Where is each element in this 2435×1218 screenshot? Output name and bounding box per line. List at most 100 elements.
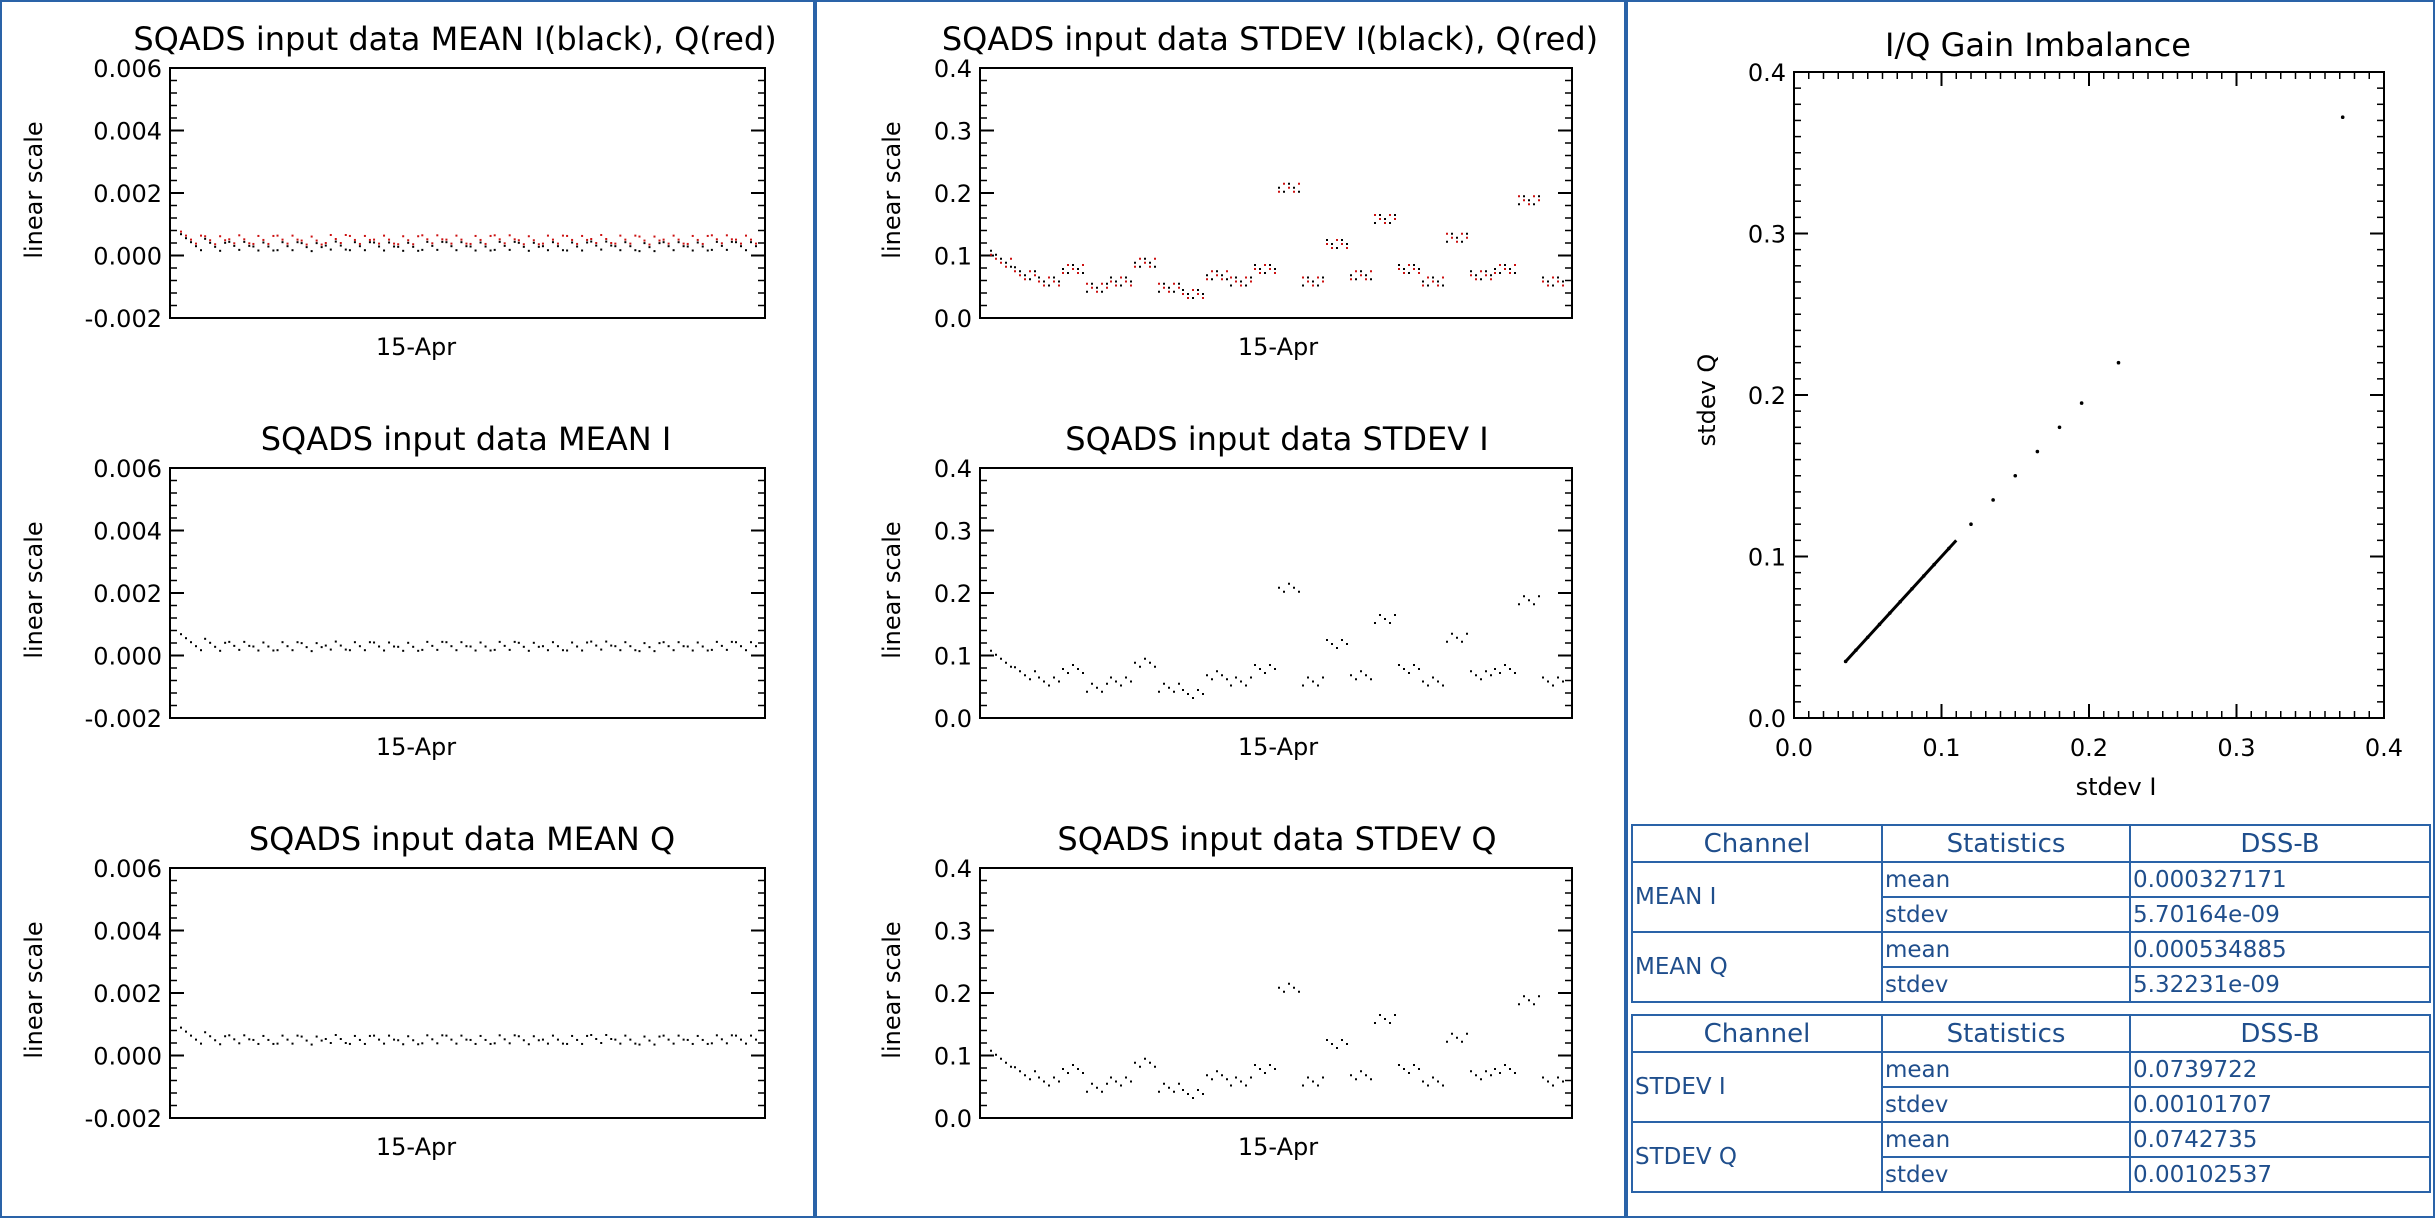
data-point xyxy=(1101,690,1103,693)
data-point xyxy=(353,1034,356,1037)
data-point xyxy=(1518,203,1520,206)
data-point xyxy=(339,242,342,244)
data-point xyxy=(348,234,351,237)
chart-mean-i: SQADS input data MEAN I linear scale 15-… xyxy=(20,420,766,761)
data-point xyxy=(1197,289,1199,291)
data-point xyxy=(1014,666,1016,669)
value-cell: 0.0742735 xyxy=(2129,1121,2431,1158)
data-point xyxy=(576,1038,579,1041)
data-point xyxy=(1336,247,1338,249)
data-point xyxy=(513,240,516,243)
data-point xyxy=(498,640,501,643)
data-point xyxy=(1475,274,1477,277)
data-point xyxy=(1144,261,1146,264)
y-tick-label: 0.004 xyxy=(93,118,162,146)
data-point xyxy=(1509,272,1511,274)
data-point xyxy=(532,1035,535,1038)
data-point xyxy=(1206,274,1208,277)
channel-cell: STDEV Q xyxy=(1631,1121,1883,1193)
data-point xyxy=(517,641,520,644)
data-point xyxy=(1067,1072,1069,1074)
y-tick-label: 0.1 xyxy=(934,243,972,271)
data-point xyxy=(1418,268,1420,270)
data-point xyxy=(248,242,251,245)
data-point xyxy=(1130,280,1132,283)
data-point xyxy=(1331,247,1333,249)
data-point xyxy=(648,246,651,249)
data-point xyxy=(1202,293,1204,295)
data-point xyxy=(1302,1084,1304,1087)
data-point xyxy=(1139,257,1141,260)
data-point xyxy=(1005,265,1007,268)
data-point xyxy=(1480,278,1482,281)
y-tick-label: -0.002 xyxy=(85,1105,162,1133)
data-point xyxy=(412,1039,415,1042)
stats-table-stdev: Channel Statistics DSS-B STDEV I mean 0.… xyxy=(1631,1014,2431,1193)
data-point xyxy=(1134,261,1136,264)
value-cell: 5.70164e-09 xyxy=(2129,896,2431,933)
data-point xyxy=(662,241,665,244)
data-point xyxy=(624,238,627,241)
data-point xyxy=(1120,276,1122,279)
data-point xyxy=(1336,1047,1338,1049)
data-point xyxy=(1317,684,1319,687)
data-point xyxy=(1370,678,1372,681)
data-cluster xyxy=(1844,539,1958,663)
chart-ylabel: linear scale xyxy=(20,921,48,1058)
data-point xyxy=(610,1038,613,1040)
data-point xyxy=(1552,1084,1554,1087)
data-point xyxy=(677,238,680,241)
data-point xyxy=(1302,684,1304,687)
data-point xyxy=(1226,270,1228,273)
data-point xyxy=(1091,1082,1093,1085)
data-point xyxy=(745,1042,747,1045)
data-point xyxy=(185,237,187,240)
data-point xyxy=(296,241,299,244)
data-point xyxy=(619,249,622,252)
data-point xyxy=(393,242,396,245)
data-point xyxy=(556,645,559,648)
data-point xyxy=(195,242,197,245)
data-point xyxy=(195,1038,197,1041)
data-point xyxy=(624,241,627,244)
data-point xyxy=(581,649,584,652)
data-point xyxy=(1494,268,1496,270)
data-point xyxy=(1096,286,1098,289)
plot-frame xyxy=(169,467,766,719)
data-point xyxy=(1422,1080,1424,1083)
data-point xyxy=(1403,668,1405,670)
data-point xyxy=(537,1039,540,1042)
data-point xyxy=(291,249,294,252)
data-point xyxy=(1288,182,1290,185)
data-point xyxy=(1197,1089,1199,1091)
y-tick-label: 0.3 xyxy=(934,118,972,146)
data-point xyxy=(252,242,255,245)
data-point xyxy=(1350,1074,1352,1077)
data-point xyxy=(1269,664,1271,666)
data-point xyxy=(305,246,308,249)
data-point xyxy=(1475,674,1477,677)
data-point xyxy=(1245,284,1247,287)
data-point xyxy=(740,245,742,248)
data-point xyxy=(720,244,723,247)
data-point xyxy=(1024,674,1026,677)
data-point xyxy=(248,1038,251,1041)
data-point xyxy=(455,1042,458,1045)
channel-cell: STDEV I xyxy=(1631,1051,1883,1123)
data-point xyxy=(1969,522,1973,526)
data-point xyxy=(1048,684,1050,687)
data-point xyxy=(1374,222,1376,224)
data-point xyxy=(1091,286,1093,289)
data-point xyxy=(310,250,313,253)
data-point xyxy=(634,649,637,652)
data-point xyxy=(1547,284,1549,287)
data-point xyxy=(551,241,554,244)
data-point xyxy=(300,239,303,242)
data-point xyxy=(1010,1065,1012,1068)
data-point xyxy=(1019,670,1021,673)
data-point xyxy=(571,238,574,241)
data-point xyxy=(248,244,251,247)
data-point xyxy=(1365,278,1367,281)
data-point xyxy=(686,645,689,648)
data-point xyxy=(1240,284,1242,287)
